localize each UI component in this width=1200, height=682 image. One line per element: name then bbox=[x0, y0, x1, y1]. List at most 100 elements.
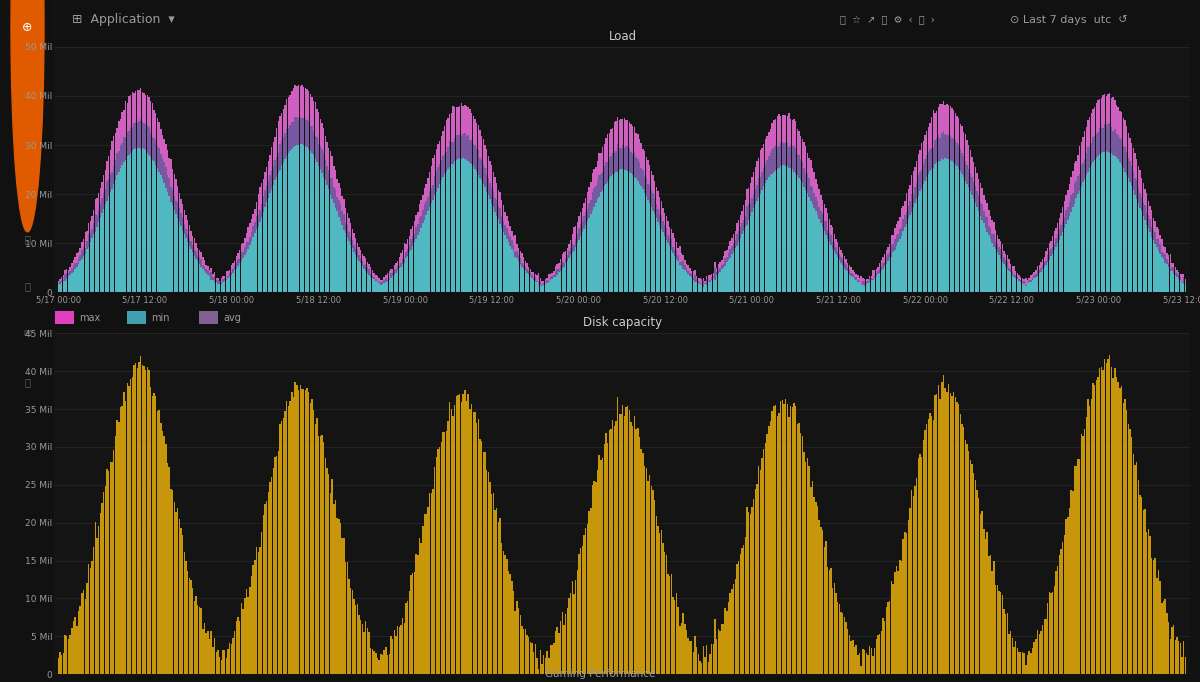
Bar bbox=[508, 242, 509, 293]
Bar bbox=[536, 275, 538, 293]
Bar bbox=[962, 177, 965, 293]
Bar bbox=[680, 253, 682, 293]
Bar bbox=[971, 195, 973, 293]
Bar bbox=[541, 285, 542, 293]
Bar bbox=[1003, 251, 1004, 293]
Bar bbox=[910, 201, 911, 293]
Bar bbox=[449, 141, 450, 293]
Bar bbox=[716, 272, 718, 293]
Bar bbox=[772, 149, 773, 293]
Bar bbox=[280, 117, 281, 293]
Bar bbox=[998, 239, 1000, 293]
Bar bbox=[617, 397, 618, 674]
Bar bbox=[844, 262, 845, 293]
Bar bbox=[406, 604, 407, 674]
Bar bbox=[115, 133, 116, 293]
Bar bbox=[857, 275, 858, 293]
Bar bbox=[428, 191, 431, 293]
Bar bbox=[150, 101, 151, 293]
Bar bbox=[882, 263, 883, 293]
Bar bbox=[1112, 155, 1114, 293]
Bar bbox=[688, 271, 689, 293]
Bar bbox=[353, 233, 355, 293]
Bar bbox=[898, 220, 899, 293]
Bar bbox=[1028, 278, 1030, 293]
Bar bbox=[836, 241, 839, 293]
Bar bbox=[150, 133, 151, 293]
Bar bbox=[254, 560, 256, 674]
Bar bbox=[283, 109, 284, 293]
Bar bbox=[515, 235, 516, 293]
Bar bbox=[678, 255, 679, 293]
Bar bbox=[364, 269, 365, 293]
Bar bbox=[918, 175, 919, 293]
Bar bbox=[722, 256, 724, 293]
Bar bbox=[395, 263, 397, 293]
Bar bbox=[658, 209, 659, 293]
Bar bbox=[956, 117, 958, 293]
Bar bbox=[961, 126, 962, 293]
Bar bbox=[628, 170, 629, 293]
Bar bbox=[251, 576, 252, 674]
Bar bbox=[443, 177, 444, 293]
Bar bbox=[696, 647, 697, 674]
Bar bbox=[410, 228, 412, 293]
Bar bbox=[82, 259, 83, 293]
Bar bbox=[546, 651, 548, 674]
Bar bbox=[1037, 630, 1038, 674]
Bar bbox=[1178, 276, 1180, 293]
Bar bbox=[109, 462, 112, 674]
Bar bbox=[577, 243, 578, 293]
Bar bbox=[292, 149, 293, 293]
Bar bbox=[468, 162, 469, 293]
Bar bbox=[1004, 261, 1007, 293]
Bar bbox=[679, 261, 680, 293]
Bar bbox=[444, 125, 445, 293]
Bar bbox=[348, 233, 349, 293]
Bar bbox=[973, 181, 974, 293]
Bar bbox=[406, 252, 407, 293]
Bar bbox=[62, 280, 64, 293]
Bar bbox=[308, 149, 310, 293]
Bar bbox=[594, 169, 595, 293]
Bar bbox=[793, 172, 794, 293]
Bar bbox=[571, 253, 574, 293]
Bar bbox=[776, 116, 778, 293]
Bar bbox=[71, 628, 72, 674]
Bar bbox=[481, 136, 482, 293]
Bar bbox=[1172, 274, 1175, 293]
Bar bbox=[460, 134, 461, 293]
Bar bbox=[344, 233, 347, 293]
Bar bbox=[334, 187, 335, 293]
Bar bbox=[162, 179, 163, 293]
Bar bbox=[830, 224, 832, 293]
Bar bbox=[422, 194, 424, 293]
Bar bbox=[306, 147, 307, 293]
Bar bbox=[634, 416, 635, 674]
Bar bbox=[1008, 271, 1009, 293]
Bar bbox=[767, 180, 768, 293]
Bar bbox=[1032, 280, 1033, 293]
Bar bbox=[293, 147, 294, 293]
Bar bbox=[920, 457, 923, 674]
Bar bbox=[857, 282, 858, 293]
Bar bbox=[822, 214, 823, 293]
Bar bbox=[736, 223, 738, 293]
Bar bbox=[451, 113, 452, 293]
Bar bbox=[1108, 124, 1109, 293]
Bar bbox=[61, 277, 62, 293]
Bar bbox=[386, 273, 389, 293]
Bar bbox=[811, 168, 814, 293]
Bar bbox=[982, 204, 983, 293]
Bar bbox=[1184, 657, 1186, 674]
Bar bbox=[914, 166, 916, 293]
Bar bbox=[457, 159, 458, 293]
Bar bbox=[608, 158, 610, 293]
Bar bbox=[305, 389, 306, 674]
Bar bbox=[1088, 117, 1091, 293]
Bar bbox=[834, 252, 835, 293]
Bar bbox=[376, 653, 377, 674]
Bar bbox=[1108, 94, 1109, 293]
Bar bbox=[462, 394, 464, 674]
Bar bbox=[910, 185, 911, 293]
